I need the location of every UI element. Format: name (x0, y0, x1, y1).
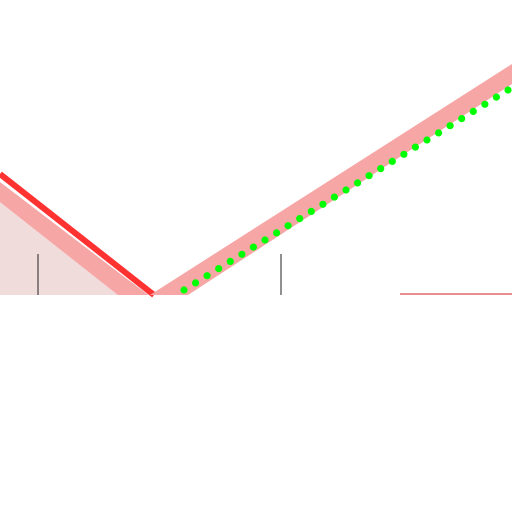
green-dot (284, 222, 292, 230)
green-dot (388, 157, 396, 165)
green-dot (180, 286, 188, 294)
green-dot (504, 86, 512, 94)
green-dot (307, 207, 315, 215)
green-dot (215, 265, 223, 273)
right-pink-band (150, 64, 512, 295)
green-dot (354, 179, 362, 187)
green-dot (435, 129, 443, 137)
left-red-line (0, 171, 156, 298)
green-dot (296, 215, 304, 223)
green-dot (203, 272, 211, 280)
green-dot (377, 165, 385, 173)
green-dot (238, 250, 246, 258)
green-dot (226, 257, 234, 265)
left-pink-band (0, 182, 148, 295)
green-dot (319, 200, 327, 208)
green-dot (458, 115, 466, 123)
green-dot (481, 100, 489, 108)
green-dot (365, 172, 373, 180)
green-dot (330, 193, 338, 201)
green-dot (492, 93, 500, 101)
green-dotted-line (180, 86, 512, 294)
green-dot (192, 279, 200, 287)
green-dot (469, 107, 477, 115)
green-dot (249, 243, 257, 251)
green-dot (273, 229, 281, 237)
green-dot (261, 236, 269, 244)
green-dot (423, 136, 431, 144)
green-dot (400, 150, 408, 158)
green-dot (411, 143, 419, 151)
green-dot (446, 122, 454, 130)
green-dot (342, 186, 350, 194)
